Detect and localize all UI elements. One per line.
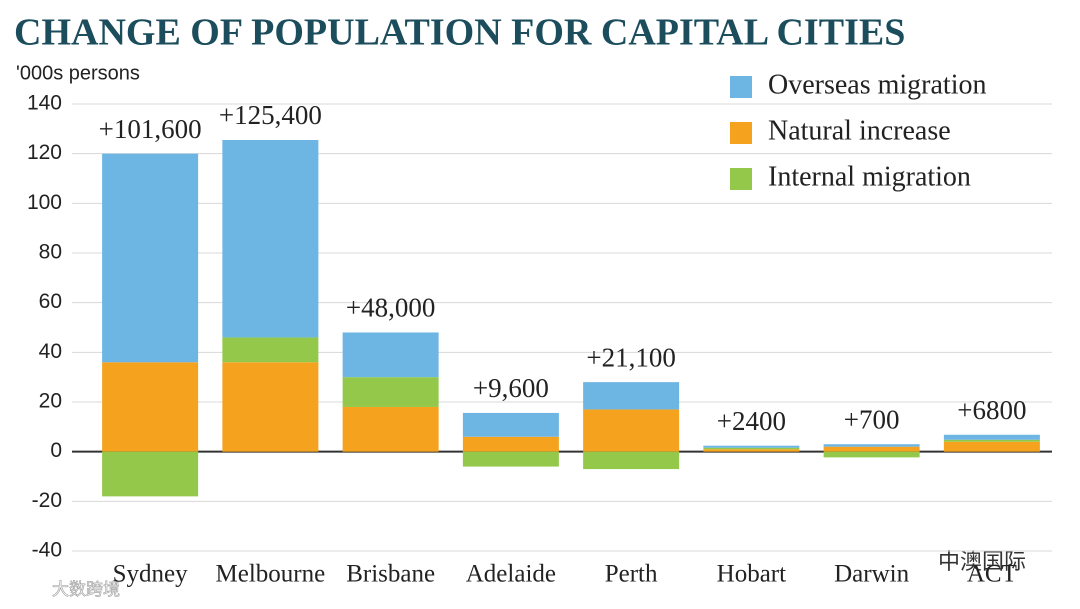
y-tick-label: 120: [27, 141, 62, 164]
chart-title: CHANGE OF POPULATION FOR CAPITAL CITIES: [14, 12, 905, 54]
x-tick-label: Hobart: [717, 561, 786, 588]
bar-segment: [462, 451, 559, 467]
x-tick-label: Brisbane: [346, 561, 435, 588]
x-tick-label: Perth: [605, 561, 658, 588]
bar-segment: [943, 441, 1040, 452]
y-tick-label: 20: [39, 390, 62, 413]
bar-segment: [102, 153, 199, 363]
bar-segment: [943, 434, 1040, 440]
legend-label: Internal migration: [768, 161, 971, 192]
total-label: +101,600: [99, 114, 202, 144]
bar-segment: [823, 446, 920, 452]
y-tick-label: 60: [39, 290, 62, 313]
bar-segment: [703, 447, 800, 450]
y-tick-label: 100: [27, 191, 62, 214]
x-tick-label: Sydney: [113, 561, 189, 588]
bar-segment: [342, 332, 439, 378]
watermark: 中澳国际: [938, 550, 1026, 575]
bar-segment: [583, 382, 680, 410]
bar-segment: [222, 337, 319, 363]
bar-segment: [462, 412, 559, 437]
bar-segment: [583, 451, 680, 470]
y-axis-label: '000s persons: [16, 62, 140, 84]
y-tick-label: 140: [27, 92, 62, 115]
legend-swatch: [730, 122, 752, 144]
bar-segment: [102, 362, 199, 452]
x-tick-label: ACT: [967, 561, 1017, 588]
bar-segment: [222, 140, 319, 338]
y-tick-label: 80: [39, 241, 62, 264]
bar-segment: [823, 444, 920, 447]
x-tick-label: Adelaide: [466, 561, 556, 588]
x-tick-label: Darwin: [834, 561, 909, 588]
watermark: 大数跨境: [52, 580, 120, 600]
bar-segment: [703, 449, 800, 452]
bar-segment: [102, 451, 199, 497]
y-tick-label: 40: [39, 340, 62, 363]
y-tick-label: -40: [32, 539, 62, 562]
bar-segment: [222, 362, 319, 452]
legend-label: Natural increase: [768, 115, 951, 146]
bar-segment: [462, 436, 559, 452]
bar-segment: [703, 445, 800, 448]
legend-swatch: [730, 168, 752, 190]
bar-segment: [342, 377, 439, 407]
total-label: +48,000: [346, 293, 435, 323]
total-label: +6800: [957, 395, 1026, 425]
y-tick-label: -20: [32, 489, 62, 512]
bar-segment: [943, 439, 1040, 442]
total-label: +700: [844, 404, 900, 434]
total-label: +9,600: [473, 373, 549, 403]
legend-label: Overseas migration: [768, 69, 987, 100]
bar-segment: [823, 451, 920, 458]
legend-swatch: [730, 76, 752, 98]
total-label: +2400: [717, 406, 786, 436]
bar-segment: [583, 409, 680, 452]
bar-segment: [342, 406, 439, 452]
total-label: +21,100: [586, 342, 675, 372]
x-tick-label: Melbourne: [216, 561, 326, 588]
total-label: +125,400: [219, 100, 322, 130]
y-tick-label: 0: [50, 439, 62, 462]
